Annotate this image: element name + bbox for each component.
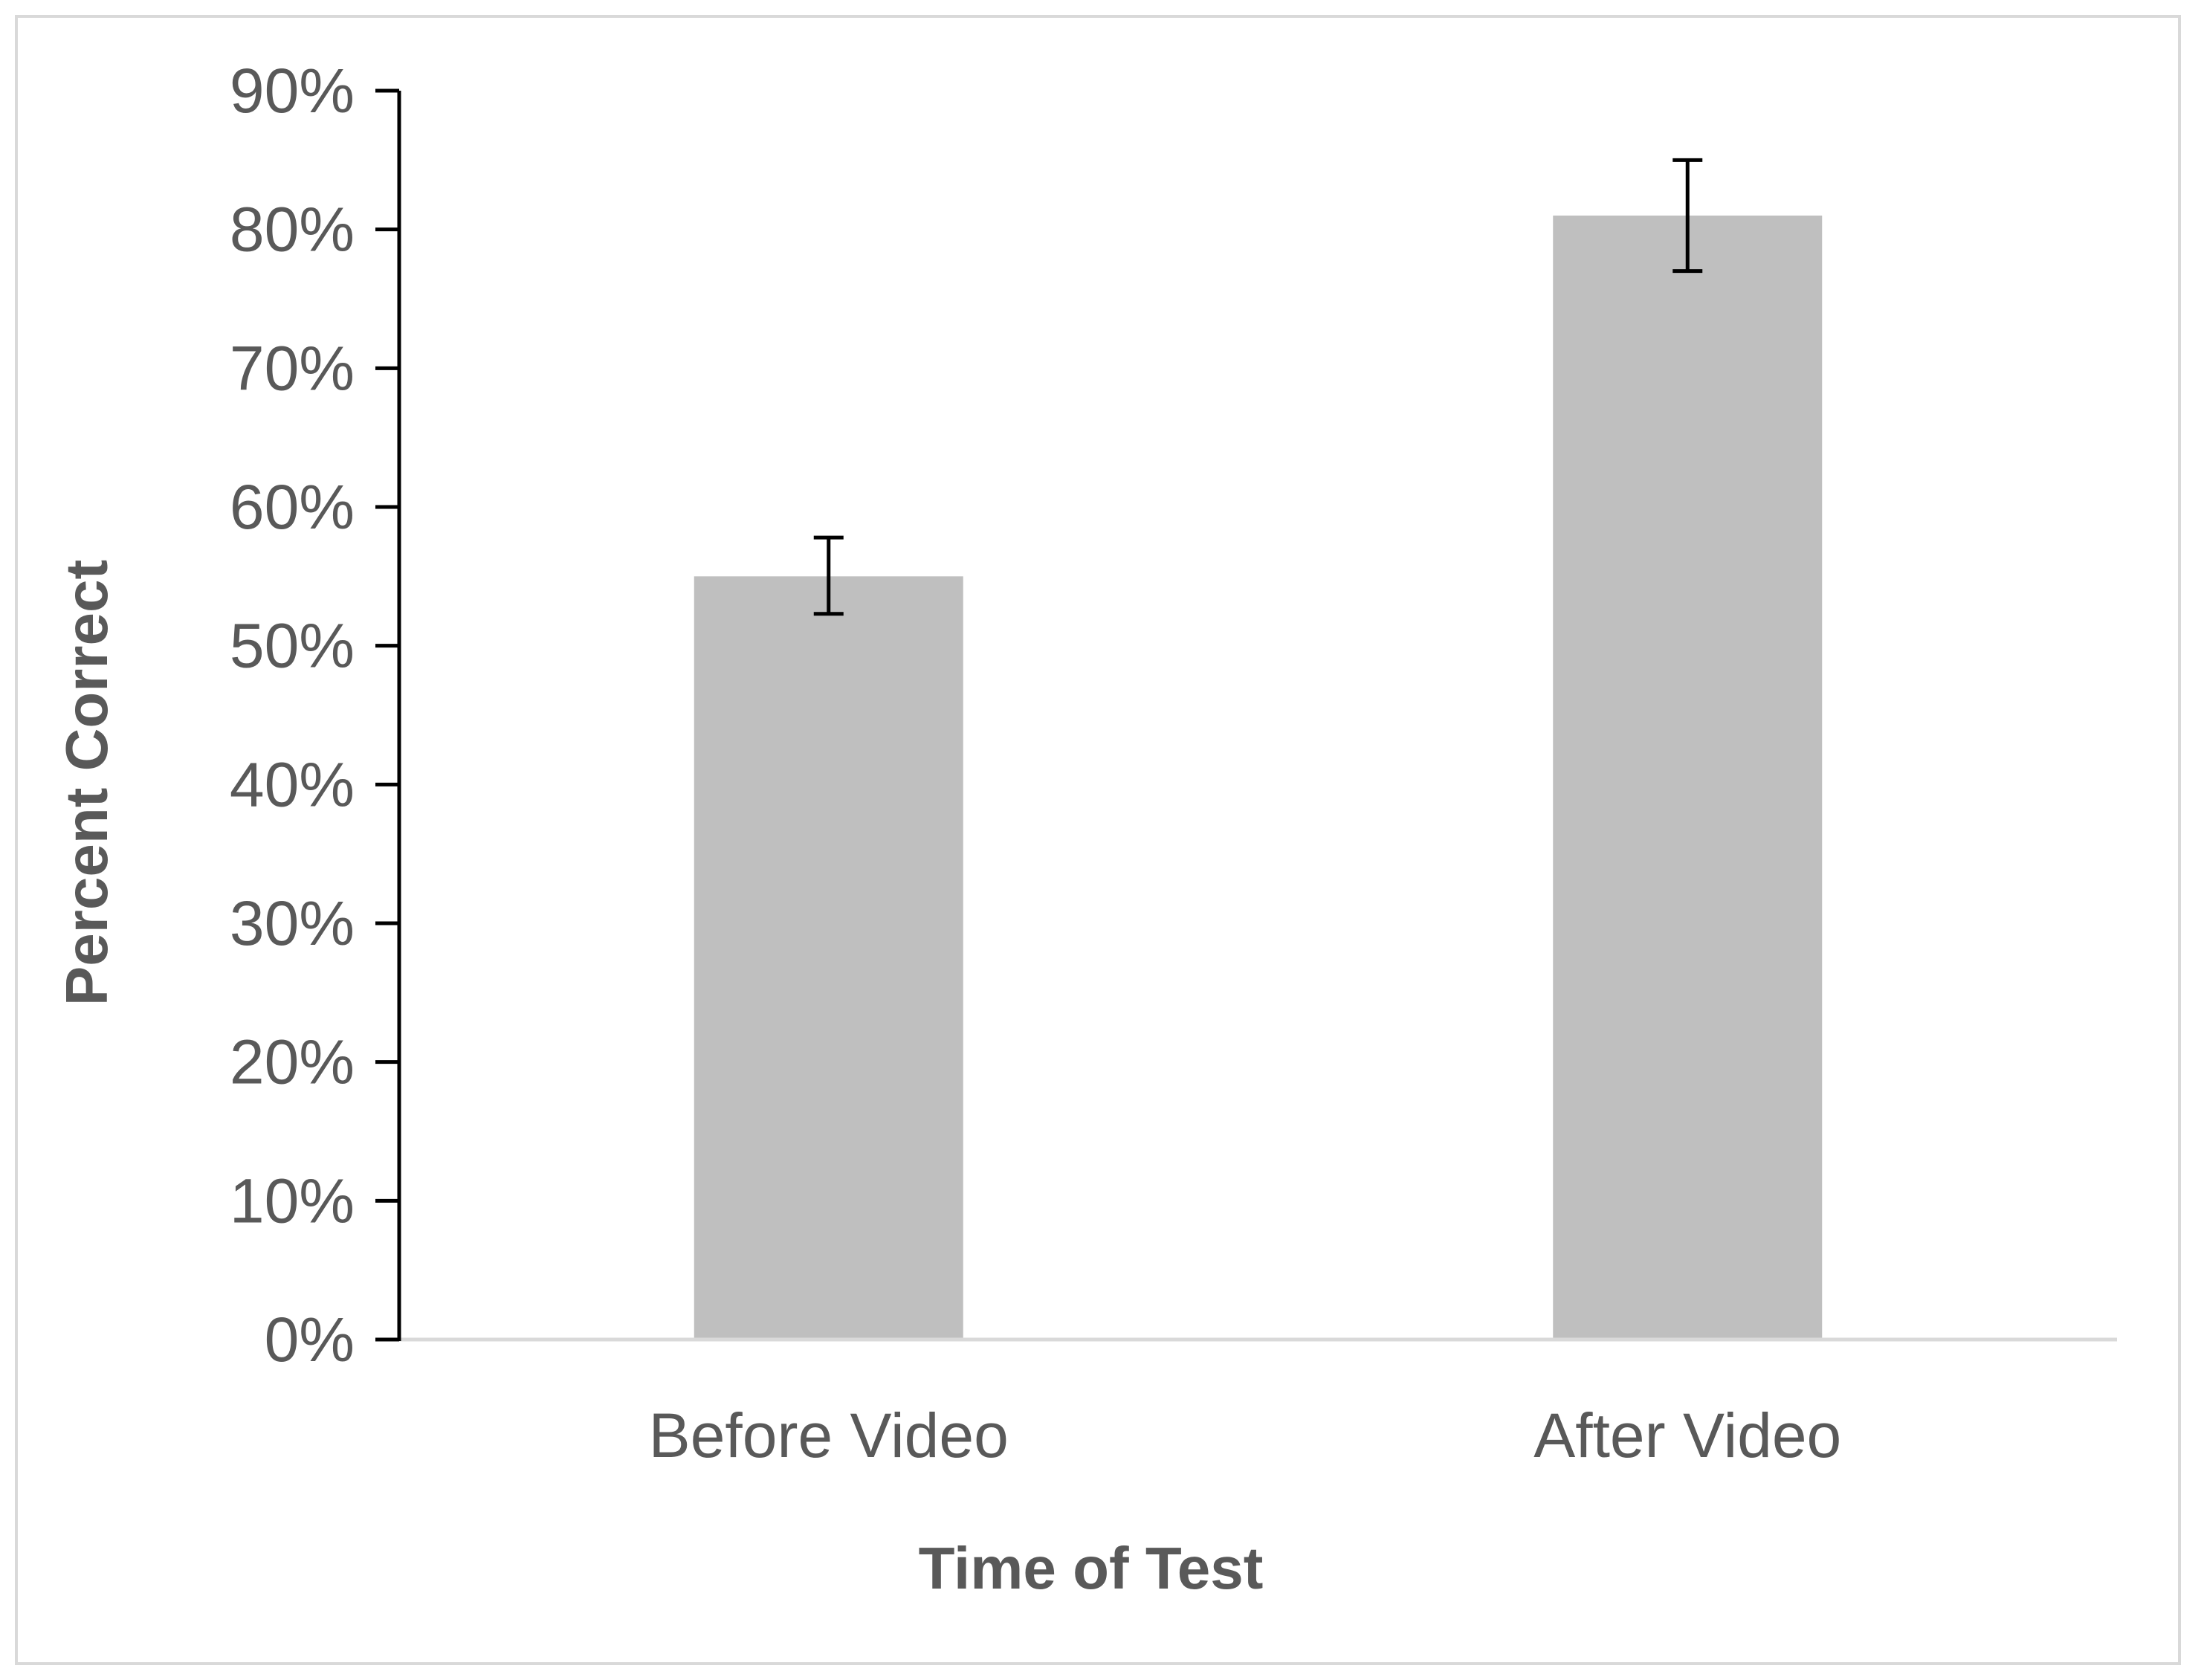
error-bar: [813, 535, 844, 616]
y-tick-label: 0%: [265, 1305, 355, 1374]
y-tick-label: 80%: [230, 195, 355, 265]
x-category-label: After Video: [1533, 1400, 1841, 1470]
y-tick-label: 40%: [230, 749, 355, 819]
bar-before-video: [694, 576, 963, 1340]
x-axis-labels: Before Video After Video: [649, 1400, 1842, 1470]
y-tick-label: 60%: [230, 472, 355, 542]
y-tick-label: 90%: [230, 56, 355, 126]
bar-after-video: [1553, 216, 1823, 1340]
y-axis-title: Percent Correct: [54, 560, 120, 1006]
y-tick-label: 70%: [230, 333, 355, 403]
y-axis-ticks: 0% 10% 20% 30% 40% 50% 60% 70% 80% 90%: [230, 56, 399, 1374]
y-tick-label: 50%: [230, 611, 355, 681]
y-tick-label: 30%: [230, 888, 355, 958]
error-bars-layer: [813, 158, 1703, 616]
x-category-label: Before Video: [649, 1400, 1009, 1470]
error-bar: [1672, 158, 1703, 274]
y-tick-label: 10%: [230, 1166, 355, 1235]
y-tick-label: 20%: [230, 1027, 355, 1097]
x-axis-title: Time of Test: [919, 1535, 1264, 1601]
bars-layer: [694, 216, 1823, 1340]
